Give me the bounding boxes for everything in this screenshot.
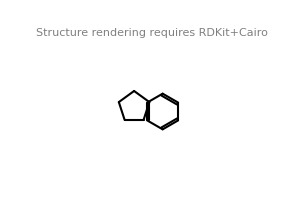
Text: Structure rendering requires RDKit+Cairo: Structure rendering requires RDKit+Cairo <box>35 29 268 38</box>
